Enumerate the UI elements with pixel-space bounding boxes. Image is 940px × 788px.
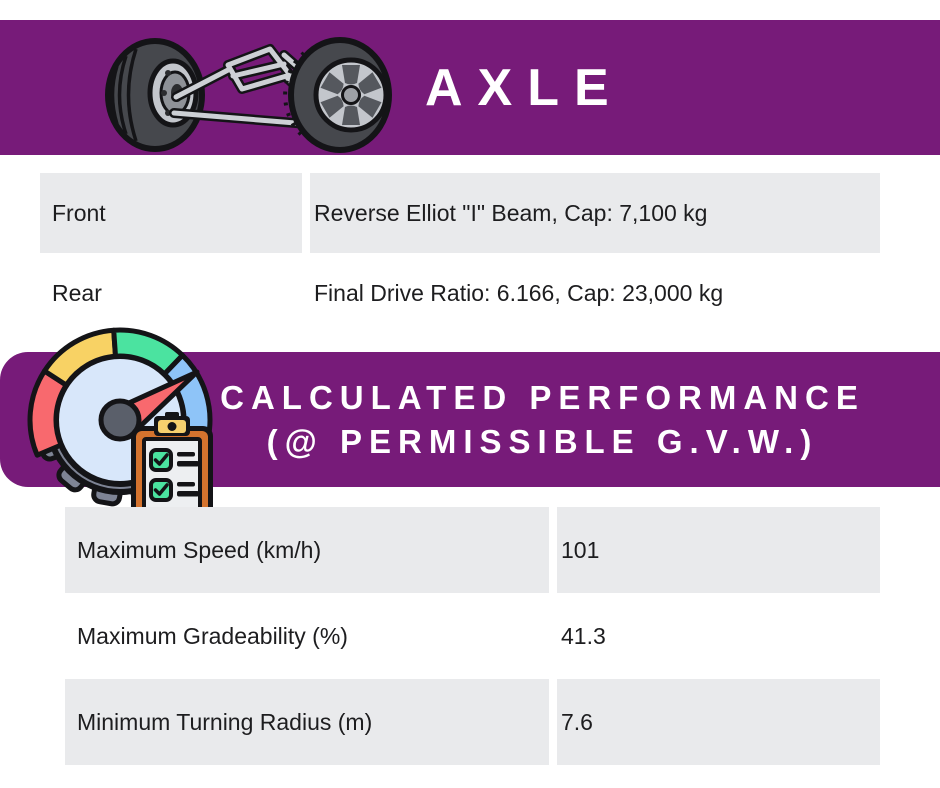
gauge-hub	[98, 398, 142, 442]
row-value: 101	[557, 507, 880, 593]
table-row-max-gradeability: Maximum Gradeability (%) 41.3	[65, 593, 880, 679]
left-wheel-icon	[105, 38, 205, 152]
row-value: Final Drive Ratio: 6.166, Cap: 23,000 kg	[314, 279, 724, 306]
row-value: Reverse Elliot "I" Beam, Cap: 7,100 kg	[310, 173, 880, 253]
row-label: Maximum Gradeability (%)	[77, 622, 348, 649]
performance-title-line2: (@ PERMISSIBLE G.V.W.)	[266, 422, 819, 460]
performance-section-title: CALCULATED PERFORMANCE (@ PERMISSIBLE G.…	[145, 352, 940, 487]
gauge-arc-segments	[27, 327, 213, 458]
axle-wheels-icon	[105, 37, 392, 153]
row-value: 41.3	[561, 622, 606, 649]
table-row-min-turning-radius: Minimum Turning Radius (m) 7.6	[65, 679, 880, 765]
row-label: Front	[40, 173, 302, 253]
checklist-item	[149, 448, 199, 472]
performance-title-line1: CALCULATED PERFORMANCE	[220, 378, 865, 416]
clipboard-icon	[131, 412, 213, 524]
column-gap	[302, 173, 310, 253]
table-row-front: Front Reverse Elliot "I" Beam, Cap: 7,10…	[40, 173, 880, 253]
row-label: Minimum Turning Radius (m)	[65, 679, 549, 765]
column-gap	[549, 679, 557, 765]
row-value: 7.6	[557, 679, 880, 765]
axle-spec-table: Front Reverse Elliot "I" Beam, Cap: 7,10…	[40, 173, 880, 333]
column-gap	[549, 507, 557, 593]
checklist-item	[149, 478, 199, 502]
table-row-max-speed: Maximum Speed (km/h) 101	[65, 507, 880, 593]
column-gap	[549, 593, 557, 679]
axle-section-title: AXLE	[425, 58, 624, 117]
speedometer-checklist-icon	[27, 327, 213, 524]
right-wheel-icon	[283, 37, 392, 153]
performance-spec-table: Maximum Speed (km/h) 101 Maximum Gradeab…	[65, 507, 880, 765]
row-label: Maximum Speed (km/h)	[65, 507, 549, 593]
row-label: Rear	[52, 279, 102, 306]
table-row-rear: Rear Final Drive Ratio: 6.166, Cap: 23,0…	[40, 253, 880, 333]
column-gap	[302, 253, 310, 333]
